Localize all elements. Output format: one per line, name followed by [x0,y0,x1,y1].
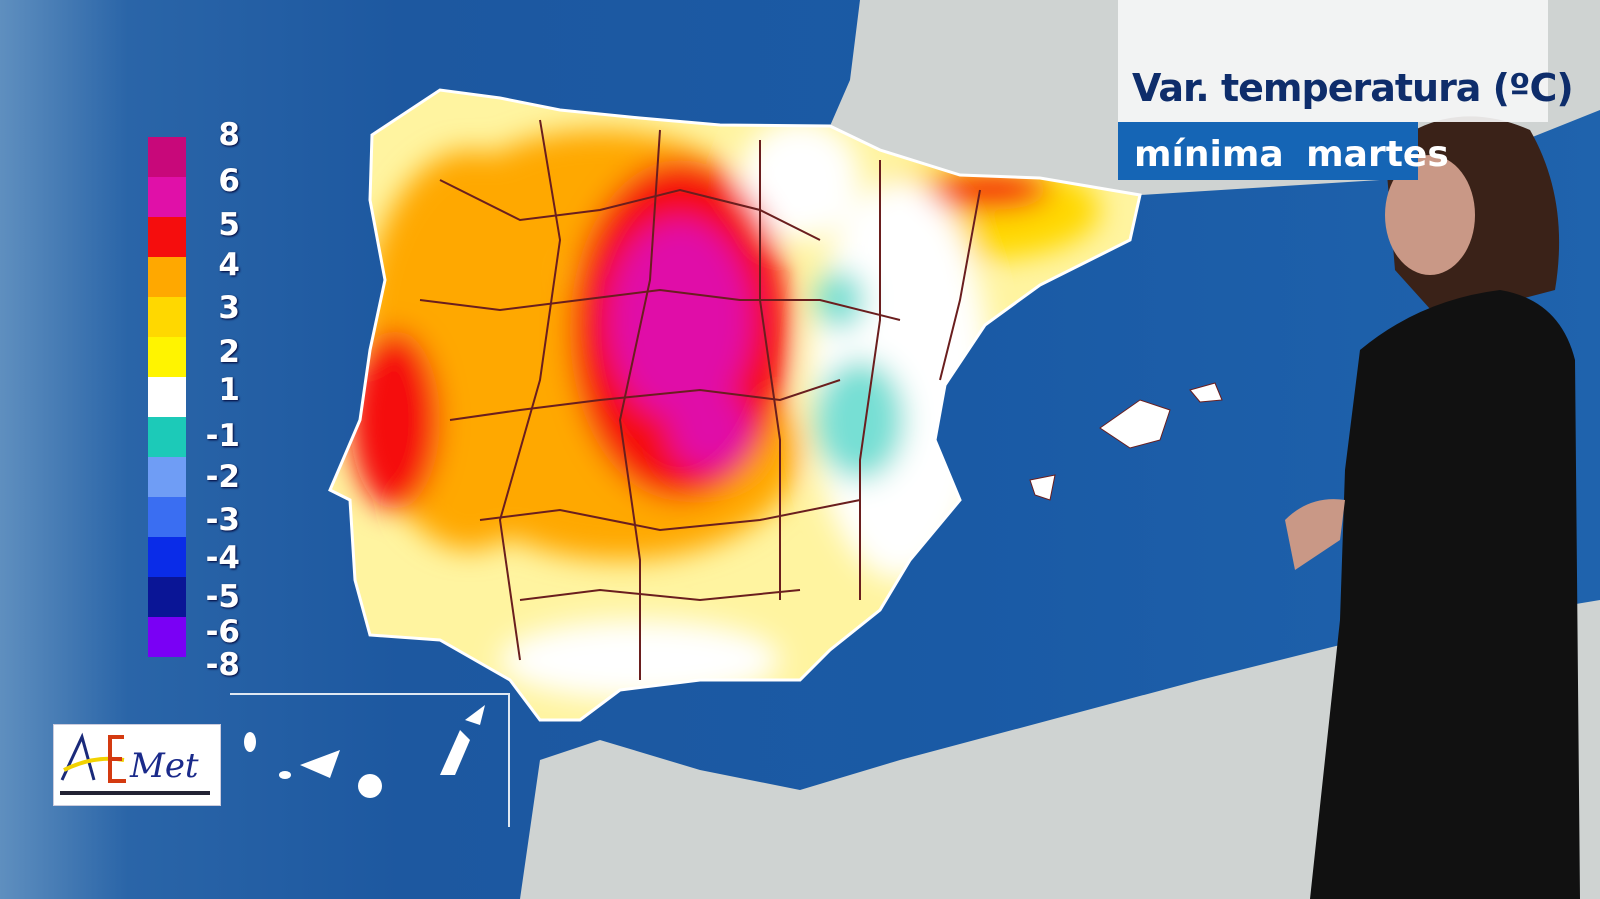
legend-band [148,177,186,217]
legend-label: 5 [218,207,240,243]
legend-band [148,417,186,457]
legend-band [148,257,186,297]
color-legend [148,137,186,657]
aemet-logo-graphic: Met [60,732,210,795]
map-subtitle: mínima martes [1134,134,1449,175]
legend-label: -1 [205,418,240,454]
legend-band [148,457,186,497]
legend-band [148,577,186,617]
canary-islands [244,705,485,798]
legend-label: 6 [218,163,240,199]
legend-label: -3 [205,502,240,538]
legend-label: 4 [218,247,240,283]
legend-band [148,497,186,537]
legend-label: -5 [205,579,240,615]
legend-band [148,297,186,337]
canary-inset-frame [230,693,510,827]
aemet-logo: Met [53,724,221,806]
legend-label: 8 [218,117,240,153]
legend-band [148,537,186,577]
legend-label: 3 [218,290,240,326]
presenter [1285,116,1580,899]
legend-band [148,217,186,257]
subtitle-panel [1118,122,1418,180]
title-panel [1118,0,1548,122]
balearic-islands [1029,382,1223,501]
legend-label: -4 [205,540,240,576]
legend-label: 1 [218,372,240,408]
map-title: Var. temperatura (ºC) [1132,66,1574,110]
legend-label: -2 [205,459,240,495]
legend-label: 2 [218,334,240,370]
legend-band [148,137,186,177]
legend-label: -6 [205,614,240,650]
svg-text:Met: Met [129,746,199,786]
legend-label: -8 [205,647,240,683]
legend-band [148,337,186,377]
province-borders [419,119,981,680]
legend-band [148,617,186,657]
legend-band [148,377,186,417]
